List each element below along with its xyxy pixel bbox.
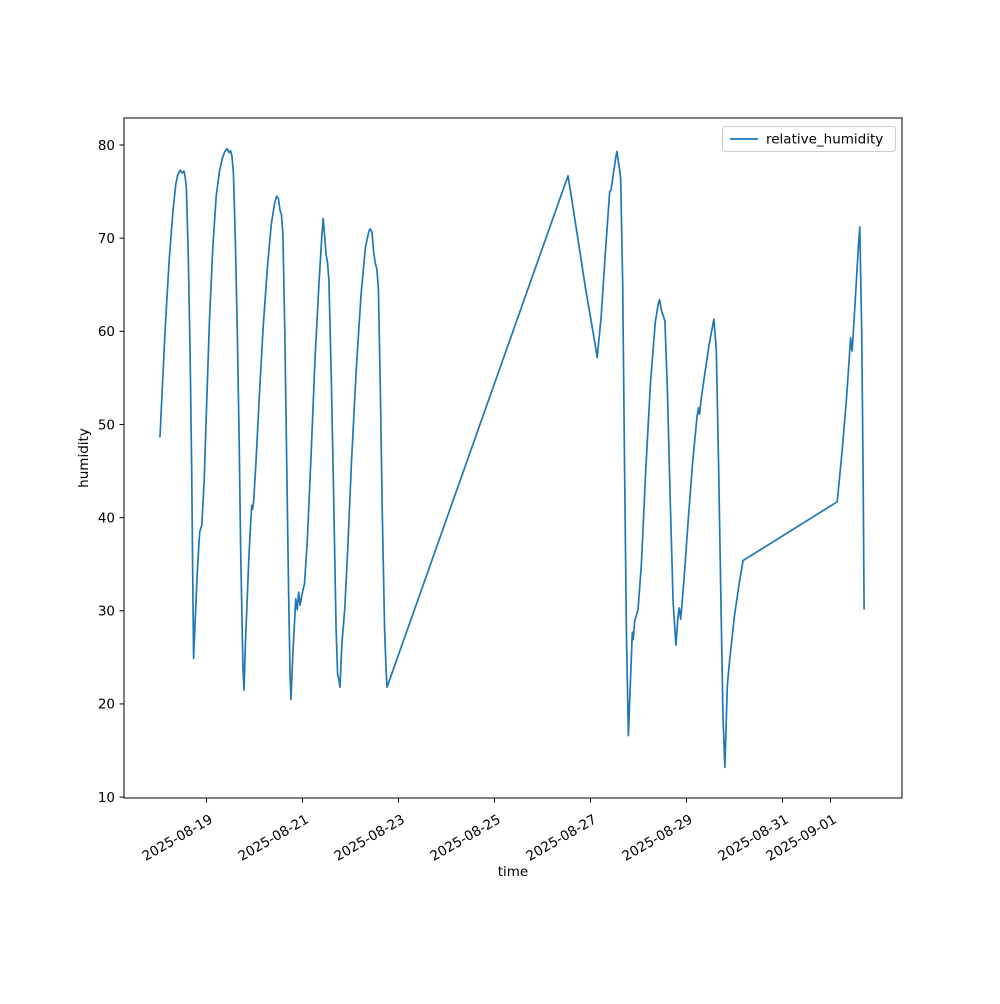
legend: relative_humidity: [722, 126, 896, 152]
y-tick-label: 80: [98, 138, 115, 154]
y-tick-label: 50: [98, 417, 115, 433]
legend-label: relative_humidity: [766, 132, 883, 148]
y-tick-label: 20: [98, 697, 115, 713]
y-tick-label: 70: [98, 231, 115, 247]
axes-frame: [123, 117, 903, 799]
y-tick-label: 10: [98, 790, 115, 806]
x-tick-label: 2025-08-25: [428, 812, 504, 865]
x-tick-label: 2025-08-27: [524, 812, 600, 865]
x-tick-label: 2025-08-19: [140, 812, 216, 865]
x-axis-label: time: [498, 864, 529, 880]
x-tick-label: 2025-08-23: [332, 812, 408, 865]
x-tick-label: 2025-08-21: [236, 812, 312, 865]
series-group: [159, 147, 865, 769]
y-tick-label: 60: [98, 324, 115, 340]
y-axis: 10 20 30 40 50 60 70 80: [98, 138, 124, 806]
humidity-series-line: [159, 147, 865, 769]
x-axis: 2025-08-19 2025-08-21 2025-08-23 2025-08-25…: [140, 798, 839, 865]
y-tick-label: 40: [98, 510, 115, 526]
y-axis-label: humidity: [76, 428, 92, 488]
x-tick-label: 2025-08-29: [620, 812, 696, 865]
y-tick-label: 30: [98, 604, 115, 620]
legend-box: [722, 126, 896, 152]
